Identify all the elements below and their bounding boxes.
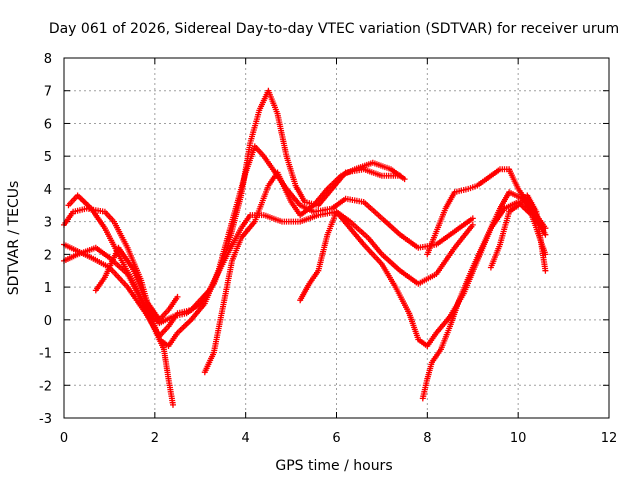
x-tick-label: 2 [151, 431, 159, 446]
chart-title: Day 061 of 2026, Sidereal Day-to-day VTE… [49, 21, 619, 37]
y-tick-label: 2 [44, 248, 52, 263]
x-tick-label: 6 [332, 431, 340, 446]
series-trace-10 [92, 244, 181, 323]
y-tick-label: 3 [44, 216, 52, 231]
y-tick-label: 8 [44, 52, 52, 67]
y-tick-label: 4 [44, 183, 52, 198]
y-tick-label: 1 [44, 281, 52, 296]
plot-frame [63, 57, 610, 419]
data-series [61, 87, 549, 408]
y-tick-label: 6 [44, 117, 52, 132]
series-markers [92, 244, 181, 323]
series-markers [201, 159, 408, 376]
series-markers [487, 192, 549, 274]
y-axis-label: SDTVAR / TECUs [6, 181, 22, 296]
y-tick-label: -2 [39, 379, 52, 394]
series-trace-5 [201, 159, 408, 376]
x-axis-label: GPS time / hours [275, 458, 392, 474]
x-tick-label: 12 [601, 431, 618, 446]
y-tick-label: -1 [39, 347, 52, 362]
y-tick-label: 7 [44, 85, 52, 100]
x-tick-label: 0 [60, 431, 68, 446]
y-tick-label: 0 [44, 314, 52, 329]
x-tick-label: 8 [423, 431, 431, 446]
y-tick-label: 5 [44, 150, 52, 165]
series-trace-9 [487, 192, 549, 274]
x-tick-label: 4 [242, 431, 250, 446]
y-tick-label: -3 [39, 412, 52, 427]
x-tick-label: 10 [510, 431, 527, 446]
